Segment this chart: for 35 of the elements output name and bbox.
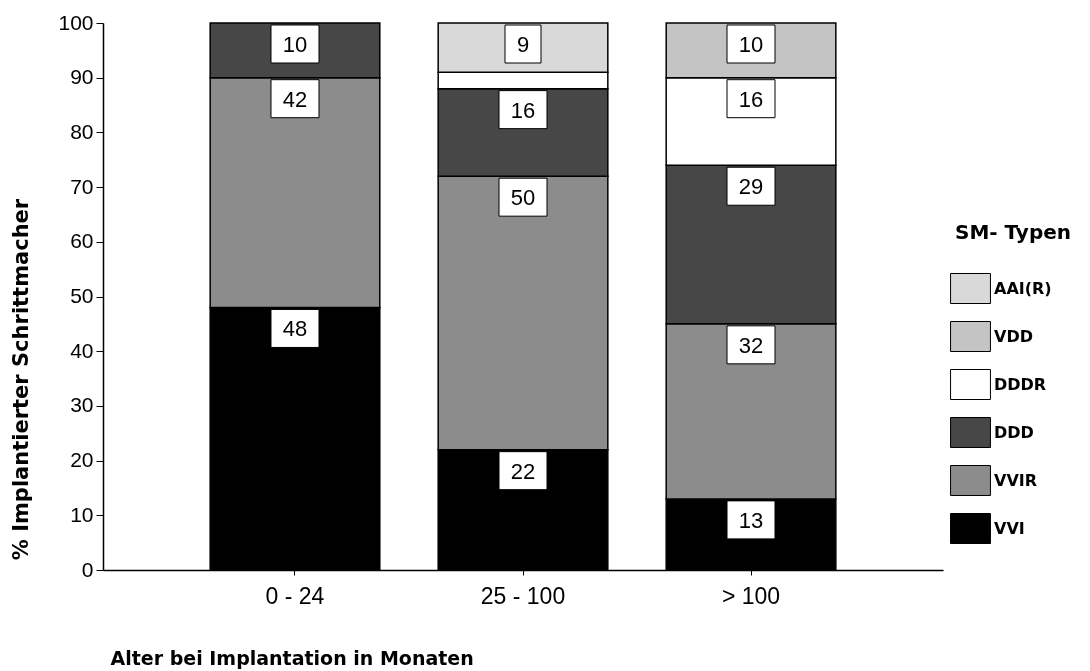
data-label: 16: [738, 86, 764, 112]
y-axis-title: % Implantierter Schrittmacher: [8, 198, 33, 561]
data-label: 10: [738, 32, 764, 57]
y-tick-label: 100: [58, 10, 94, 34]
data-label: 50: [510, 185, 536, 211]
data-label: 9: [516, 32, 530, 57]
legend-label: DDD: [994, 422, 1034, 442]
y-tick-label: 0: [81, 557, 94, 581]
y-tick-label: 10: [70, 502, 94, 526]
x-axis-title: Alter bei Implantation in Monaten: [110, 646, 474, 669]
legend-label: VVIR: [994, 470, 1038, 490]
data-label: 29: [738, 174, 764, 200]
y-tick-label: 50: [70, 284, 94, 307]
data-label: 10: [282, 32, 308, 57]
legend-label: AAI(R): [994, 278, 1052, 298]
y-tick-label: 60: [70, 229, 94, 253]
data-label: 16: [510, 97, 536, 123]
y-tick-label: 80: [70, 119, 94, 143]
x-tick-label: 0 - 24: [265, 582, 325, 609]
data-label: 22: [510, 458, 536, 484]
legend-label: VDD: [994, 326, 1033, 346]
y-tick-label: 30: [70, 393, 94, 417]
x-tick-label: > 100: [721, 582, 781, 609]
data-label: 13: [738, 507, 764, 533]
y-tick-label: 90: [70, 65, 94, 89]
y-tick-label: 40: [70, 338, 94, 362]
y-tick-label: 70: [70, 174, 94, 198]
x-tick-label: 25 - 100: [480, 582, 566, 609]
legend-title: SM- Typen: [955, 220, 1071, 244]
y-tick-label: 20: [70, 448, 94, 472]
data-label: 32: [738, 332, 764, 358]
data-label: 42: [282, 86, 308, 112]
legend-label: VVI: [994, 518, 1025, 538]
legend-label: DDDR: [994, 374, 1047, 394]
data-label: 48: [282, 316, 308, 342]
